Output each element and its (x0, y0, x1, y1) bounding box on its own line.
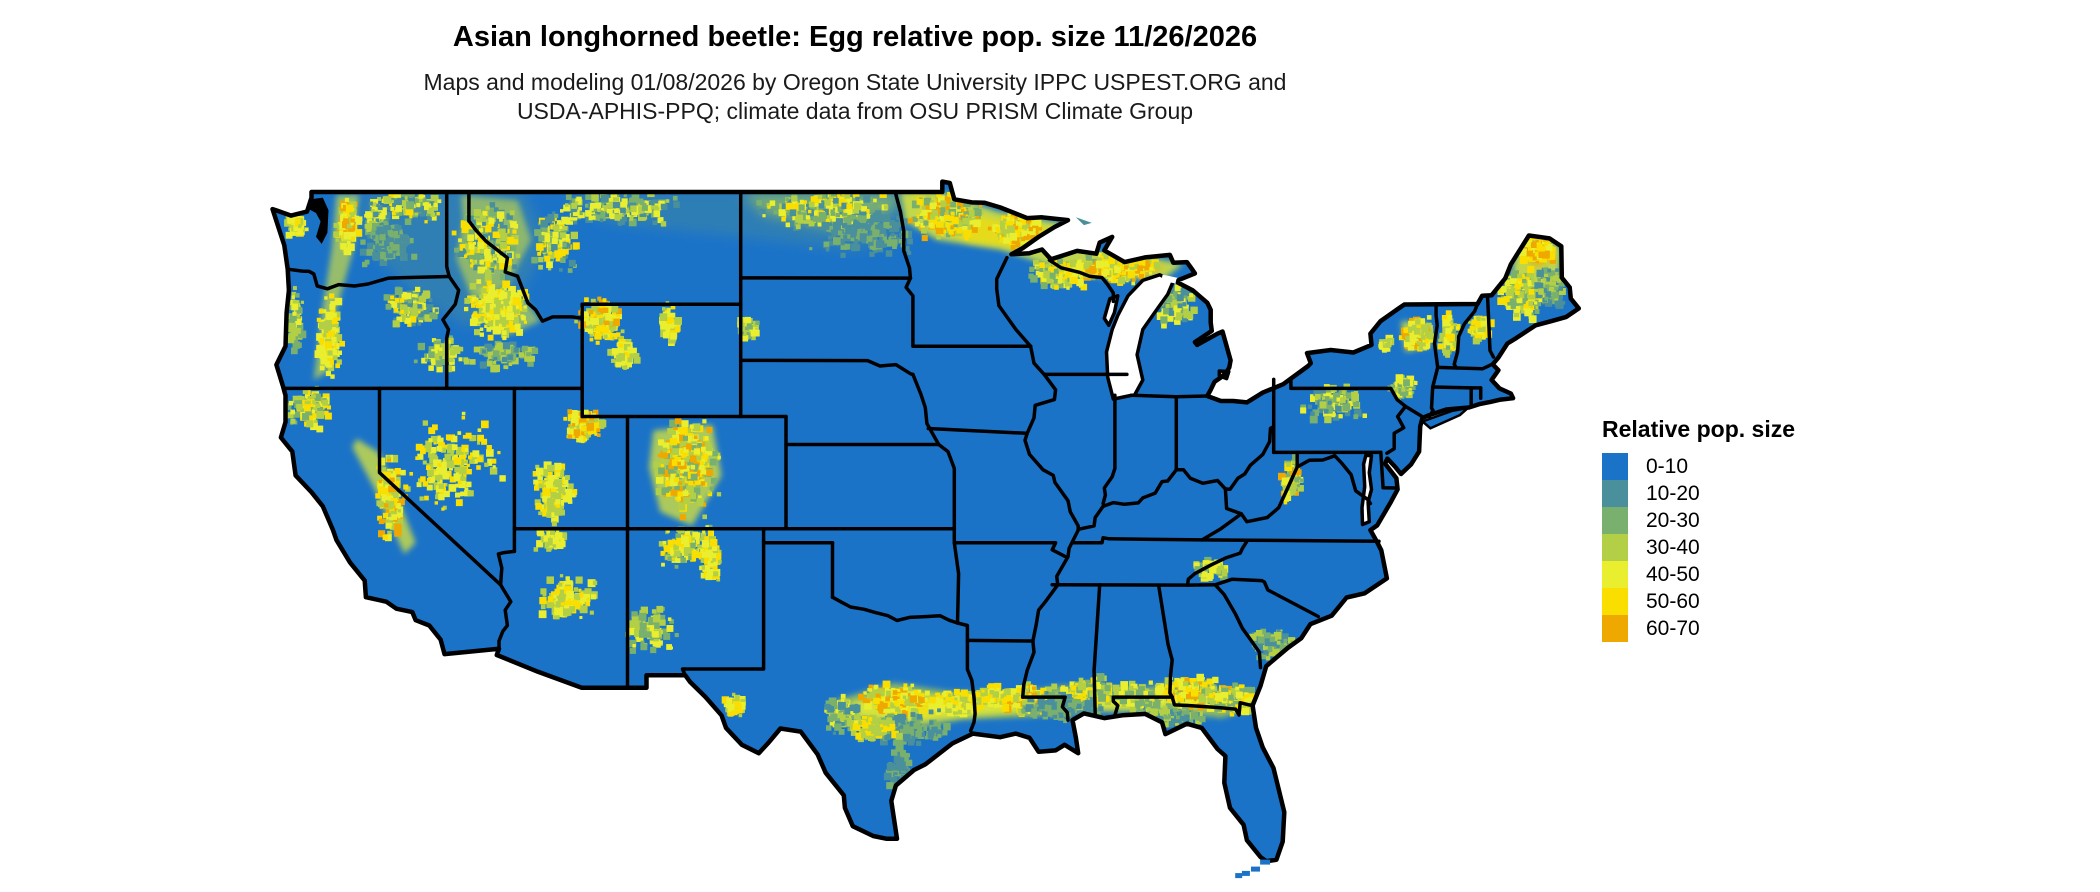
legend-label: 40-50 (1646, 562, 1700, 586)
page-title: Asian longhorned beetle: Egg relative po… (452, 21, 1258, 53)
us-coastline (270, 179, 1582, 864)
florida-keys (1260, 859, 1271, 865)
legend-label: 0-10 (1646, 454, 1689, 478)
state-borders (281, 190, 1496, 733)
legend-row: 40-50 (1602, 561, 1795, 588)
legend-swatch-50-60 (1602, 588, 1628, 615)
legend-row: 50-60 (1602, 588, 1795, 615)
legend-swatch-40-50 (1602, 561, 1628, 588)
legend-swatch-60-70 (1602, 615, 1628, 642)
legend-label: 20-30 (1646, 508, 1700, 532)
legend: Relative pop. size 0-10 10-20 20-30 30-40 40… (1602, 416, 1795, 642)
legend-row: 30-40 (1602, 534, 1795, 561)
legend-rows: 0-10 10-20 20-30 30-40 40-50 50-60 60-70 (1602, 453, 1795, 642)
legend-title: Relative pop. size (1602, 416, 1796, 442)
legend-label: 30-40 (1646, 535, 1700, 559)
florida-keys (1241, 870, 1250, 876)
legend-row: 20-30 (1602, 507, 1795, 534)
subtitle-line-2: USDA-APHIS-PPQ; climate data from OSU PR… (516, 98, 1194, 124)
chesapeake-bay (1360, 453, 1374, 527)
title-block: Asian longhorned beetle: Egg relative po… (0, 20, 1710, 126)
legend-swatch-30-40 (1602, 534, 1628, 561)
florida-keys (1251, 866, 1260, 872)
legend-row: 10-20 (1602, 480, 1795, 507)
legend-row: 60-70 (1602, 615, 1795, 642)
raster-layer (272, 181, 1579, 862)
legend-label: 50-60 (1646, 589, 1700, 613)
puget-sound (308, 197, 329, 244)
legend-row: 0-10 (1602, 453, 1795, 480)
green-bay (1102, 294, 1120, 328)
legend-label: 10-20 (1646, 481, 1700, 505)
florida-keys (1235, 873, 1243, 879)
subtitle-line-1: Maps and modeling 01/08/2026 by Oregon S… (423, 69, 1287, 95)
legend-swatch-0-10 (1602, 453, 1628, 480)
long-island (1420, 406, 1472, 430)
legend-swatch-10-20 (1602, 480, 1628, 507)
legend-label: 60-70 (1646, 616, 1700, 640)
page-subtitle: Maps and modeling 01/08/2026 by Oregon S… (0, 68, 1710, 126)
legend-swatch-20-30 (1602, 507, 1628, 534)
straits-of-mackinac (1161, 274, 1186, 286)
isle-royale (1075, 217, 1092, 226)
